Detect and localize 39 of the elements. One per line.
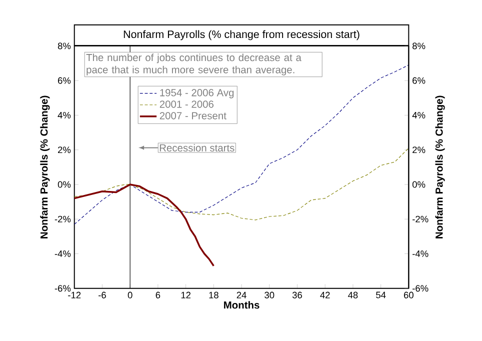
x-tick-label: 24 xyxy=(236,292,246,298)
x-tick-label: 0 xyxy=(128,292,132,298)
y-tick-label: -4% xyxy=(54,250,71,257)
x-tick-label: 12 xyxy=(181,292,190,298)
y-tick-label: -2% xyxy=(54,216,71,222)
x-tick-label: -6 xyxy=(98,292,106,298)
y-tick-label: -6% xyxy=(54,285,71,292)
x-tick-label: -12 xyxy=(68,292,81,298)
y2-tick-label: 0% xyxy=(412,181,426,188)
y-tick-label: 4% xyxy=(58,112,71,118)
line-series xyxy=(74,64,409,225)
x-tick-label: 48 xyxy=(348,292,358,298)
y-axis-title: Nonfarm Payrolls (% Change) xyxy=(40,96,50,238)
y2-axis-title: Nonfarm Payrolls (% Change) xyxy=(435,96,445,238)
y2-tick-label: 8% xyxy=(412,42,426,50)
y-tick-label: 2% xyxy=(58,146,71,154)
y2-tick-label: 4% xyxy=(412,112,426,118)
x-tick-label: 6 xyxy=(156,292,160,298)
annotation: The number of jobs continues to decrease at a pace that is much more severe than average. xyxy=(86,54,302,76)
legend-label: 2007 - Present xyxy=(160,112,226,120)
legend-label: 2001 - 2006 xyxy=(160,100,214,108)
x-tick-label: 54 xyxy=(376,292,386,298)
y2-tick-label: -6% xyxy=(412,285,428,292)
x-tick-label: 42 xyxy=(320,292,330,298)
x-tick-label: 30 xyxy=(264,292,274,298)
y2-tick-label: -4% xyxy=(412,250,428,257)
y-tick-label: 8% xyxy=(58,42,71,50)
x-axis-title: Months xyxy=(224,301,260,309)
ref-line-label: Recession starts xyxy=(160,144,234,152)
y2-tick-label: 2% xyxy=(412,146,426,154)
y-tick-label: 6% xyxy=(58,77,71,84)
y2-tick-label: 6% xyxy=(412,77,426,84)
x-tick-label: 60 xyxy=(404,292,414,298)
x-tick-label: 18 xyxy=(209,292,218,298)
y2-tick-label: -2% xyxy=(412,216,428,222)
chart-title: Nonfarm Payrolls (% change from recession start) xyxy=(124,30,360,40)
y-tick-label: 0% xyxy=(58,181,71,188)
x-tick-label: 36 xyxy=(292,292,302,298)
legend-label: 1954 - 2006 Avg xyxy=(160,88,234,98)
